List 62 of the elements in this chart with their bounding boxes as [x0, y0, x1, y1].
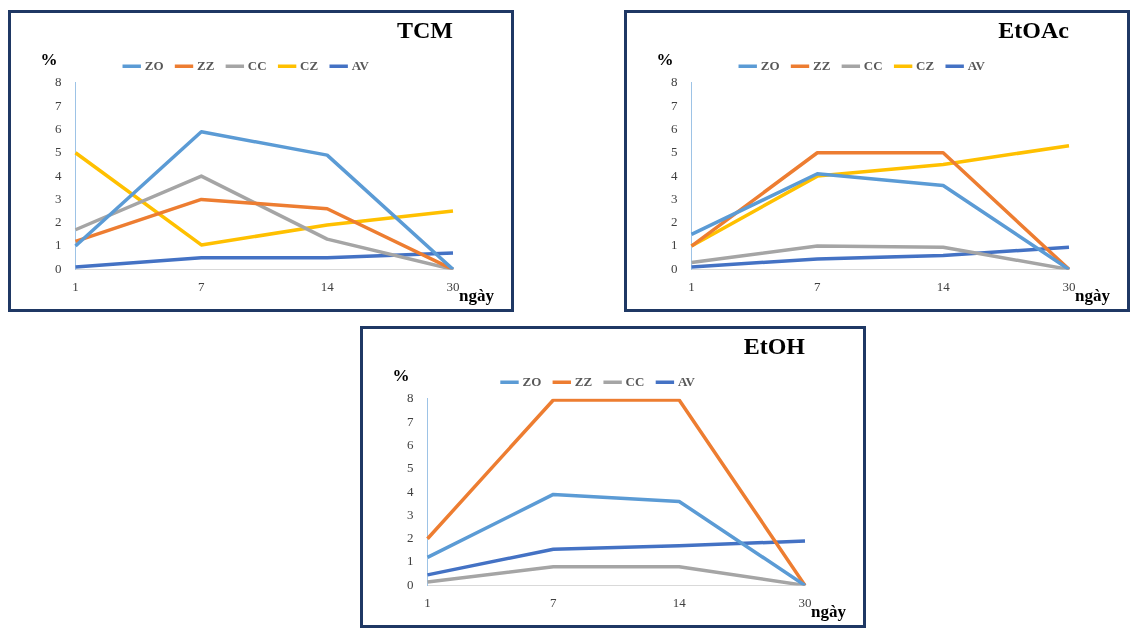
y-tick-label: 6 — [671, 120, 678, 136]
y-tick-label: 6 — [55, 120, 62, 136]
x-tick-label: 1 — [688, 278, 695, 294]
y-tick-label: 4 — [407, 483, 414, 499]
y-tick-label: 7 — [55, 97, 62, 113]
y-tick-label: 1 — [407, 553, 414, 569]
x-tick-label: 14 — [672, 594, 687, 610]
x-axis-title: ngày — [811, 602, 847, 622]
y-tick-label: 8 — [671, 74, 678, 90]
y-tick-label: 0 — [671, 260, 678, 276]
legend-label: CC — [625, 373, 645, 389]
legend-label: AV — [677, 373, 696, 389]
y-tick-label: 0 — [55, 260, 62, 276]
y-tick-label: 1 — [55, 237, 62, 253]
y-tick-label: 2 — [407, 530, 414, 546]
x-tick-label: 7 — [198, 278, 206, 294]
y-tick-label: 8 — [55, 74, 62, 90]
legend-label: CC — [247, 57, 267, 73]
legend-label: CZ — [916, 57, 935, 73]
y-tick-label: 4 — [55, 167, 62, 183]
x-tick-label: 14 — [936, 278, 951, 294]
y-tick-label: 8 — [407, 390, 414, 406]
y-tick-label: 5 — [55, 144, 62, 160]
x-tick-label: 1 — [72, 278, 79, 294]
y-tick-label: 2 — [671, 214, 678, 230]
y-tick-label: 0 — [407, 576, 414, 592]
y-axis-title: % — [392, 365, 410, 385]
y-tick-label: 2 — [55, 214, 62, 230]
legend-label: ZZ — [574, 373, 593, 389]
x-tick-label: 7 — [550, 594, 558, 610]
chart-title: EtOAc — [998, 16, 1070, 43]
x-tick-label: 30 — [798, 594, 812, 610]
y-tick-label: 7 — [671, 97, 678, 113]
chart-title: EtOH — [743, 332, 806, 359]
y-tick-label: 7 — [407, 413, 414, 429]
x-tick-label: 30 — [446, 278, 460, 294]
legend-label: AV — [351, 57, 370, 73]
y-axis-title: % — [656, 49, 674, 69]
legend-label: ZO — [522, 373, 542, 389]
y-tick-label: 3 — [407, 506, 414, 522]
x-axis-title: ngày — [459, 286, 495, 306]
legend-label: ZZ — [197, 57, 215, 73]
y-tick-label: 5 — [407, 460, 414, 476]
legend-label: CZ — [300, 57, 319, 73]
legend-label: ZZ — [813, 57, 831, 73]
legend-label: ZO — [760, 57, 780, 73]
x-tick-label: 1 — [424, 594, 431, 610]
x-tick-label: 7 — [814, 278, 822, 294]
y-tick-label: 3 — [671, 190, 678, 206]
x-tick-label: 30 — [1062, 278, 1076, 294]
x-axis-title: ngày — [1075, 286, 1111, 306]
legend-label: ZO — [144, 57, 164, 73]
y-tick-label: 1 — [671, 237, 678, 253]
x-tick-label: 14 — [320, 278, 335, 294]
y-tick-label: 6 — [407, 436, 414, 452]
y-tick-label: 4 — [671, 167, 678, 183]
y-tick-label: 5 — [671, 144, 678, 160]
legend-label: AV — [967, 57, 986, 73]
legend-label: CC — [863, 57, 883, 73]
chart-title: TCM — [397, 16, 453, 43]
y-axis-title: % — [40, 49, 58, 69]
y-tick-label: 3 — [55, 190, 62, 206]
